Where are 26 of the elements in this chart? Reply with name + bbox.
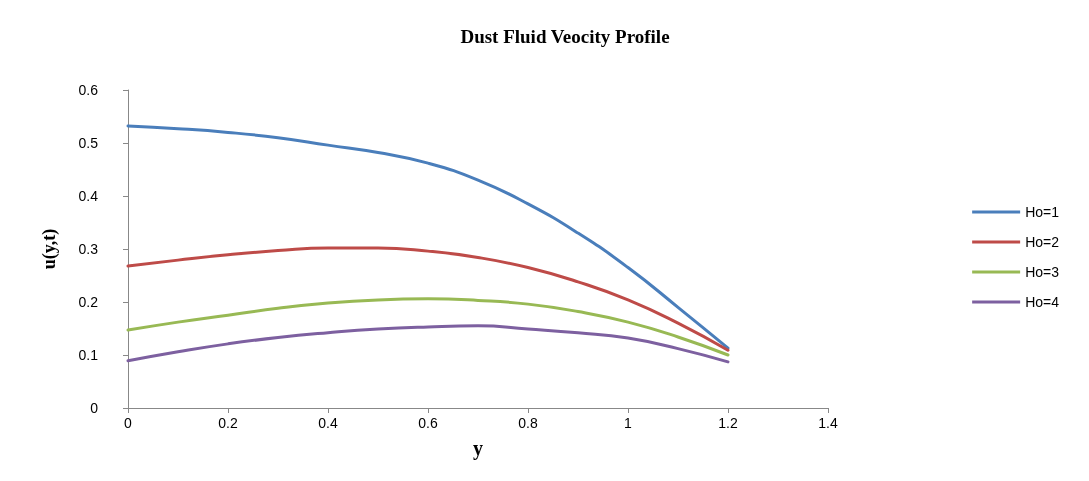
line-series bbox=[126, 246, 730, 352]
x-tick-label: 1.2 bbox=[718, 415, 738, 431]
line-series bbox=[126, 124, 730, 350]
y-tick-label: 0.6 bbox=[78, 82, 99, 98]
y-axis-title: u(y,t) bbox=[39, 228, 60, 270]
x-axis-title: y bbox=[473, 437, 483, 460]
y-tick-label: 0.5 bbox=[78, 135, 99, 151]
line-series bbox=[126, 324, 730, 364]
x-tick-label: 1 bbox=[624, 415, 633, 431]
y-tick-label: 0.2 bbox=[78, 294, 99, 310]
y-tick-label: 0.1 bbox=[78, 347, 99, 363]
y-tick-label: 0.3 bbox=[78, 241, 99, 257]
x-tick-label: 0.8 bbox=[518, 415, 538, 431]
x-tick-label: 0.2 bbox=[218, 415, 238, 431]
legend-label: Ho=2 bbox=[1025, 234, 1060, 250]
line-series bbox=[126, 297, 730, 357]
legend-label: Ho=3 bbox=[1025, 264, 1060, 280]
x-tick-label: 0.4 bbox=[318, 415, 338, 431]
x-tick-label: 0.6 bbox=[418, 415, 438, 431]
y-tick-label: 0 bbox=[90, 400, 99, 416]
x-tick-label: 1.4 bbox=[818, 415, 838, 431]
legend-label: Ho=4 bbox=[1025, 294, 1060, 310]
chart-title: Dust Fluid Veocity Profile bbox=[460, 26, 670, 47]
legend-label: Ho=1 bbox=[1025, 204, 1060, 220]
x-tick-label: 0 bbox=[124, 415, 133, 431]
y-tick-label: 0.4 bbox=[78, 188, 99, 204]
